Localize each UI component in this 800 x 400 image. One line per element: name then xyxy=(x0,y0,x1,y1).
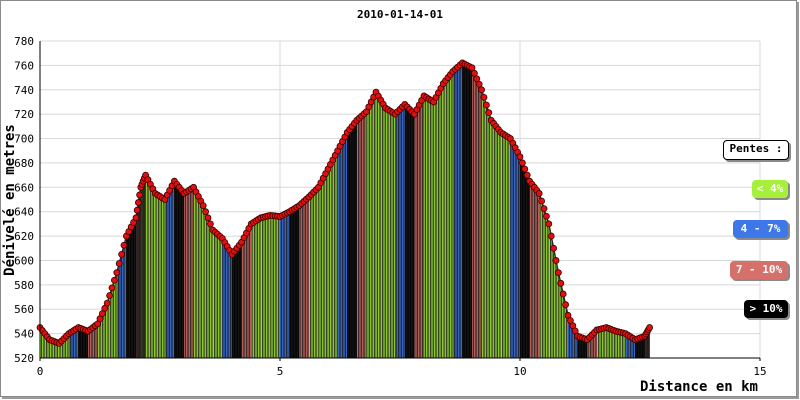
profile-point xyxy=(468,64,476,72)
y-tick-label: 560 xyxy=(14,303,34,316)
profile-point xyxy=(535,190,543,197)
profile-point xyxy=(480,93,488,101)
profile-point xyxy=(482,101,490,109)
profile-point xyxy=(521,165,529,173)
profile-bars xyxy=(39,62,650,359)
profile-point xyxy=(485,109,493,117)
profile-point xyxy=(108,284,116,292)
profile-point xyxy=(519,159,526,167)
profile-point xyxy=(557,279,565,287)
x-tick-label: 10 xyxy=(513,365,526,378)
y-tick-labels: 520 540 560 580 600 620 640 660 680 700 720 740 760 7… xyxy=(14,35,34,365)
profile-point xyxy=(206,220,214,228)
profile-point xyxy=(543,212,550,220)
profile-point xyxy=(547,232,555,240)
legend-item-over-10: > 10% xyxy=(744,300,788,318)
profile-point xyxy=(470,69,478,77)
profile-point xyxy=(120,241,128,249)
profile-point xyxy=(562,301,569,309)
axes xyxy=(39,41,760,359)
y-tick-label: 540 xyxy=(14,328,34,341)
profile-point xyxy=(552,257,560,264)
profile-point xyxy=(136,191,144,199)
legend-title: Pentes : xyxy=(723,140,789,160)
profile-markers xyxy=(36,59,653,347)
y-tick-label: 640 xyxy=(14,206,34,219)
profile-point xyxy=(111,276,118,284)
x-tick-label: 0 xyxy=(37,365,44,378)
profile-point xyxy=(204,214,212,222)
legend-item-under-4: < 4% xyxy=(752,180,788,198)
y-tick-label: 780 xyxy=(14,35,34,48)
profile-point xyxy=(559,290,567,298)
profile-point xyxy=(545,220,553,228)
profile-point xyxy=(523,171,531,179)
chart-title: 2010-01-14-01 xyxy=(357,8,443,21)
y-axis-label: Dénivelé en metres xyxy=(2,124,18,276)
profile-point xyxy=(202,208,210,216)
profile-point xyxy=(106,292,113,299)
profile-point xyxy=(118,250,125,258)
profile-point xyxy=(475,80,483,88)
y-tick-label: 740 xyxy=(14,84,34,97)
profile-point xyxy=(555,269,562,277)
x-tick-labels: 0 5 10 15 xyxy=(37,358,767,378)
y-tick-label: 760 xyxy=(14,59,34,72)
profile-point xyxy=(538,197,545,205)
y-tick-label: 600 xyxy=(14,254,34,267)
y-tick-label: 680 xyxy=(14,157,34,170)
profile-point xyxy=(199,202,207,209)
x-axis-label: Distance en km xyxy=(640,379,758,395)
y-tick-label: 720 xyxy=(14,108,34,121)
x-tick-label: 15 xyxy=(753,365,766,378)
profile-point xyxy=(516,153,524,161)
profile-point xyxy=(133,206,141,214)
legend-item-7-10: 7 - 10% xyxy=(730,261,788,279)
profile-point xyxy=(115,260,123,267)
profile-point xyxy=(134,199,142,206)
profile-point xyxy=(132,214,140,222)
y-tick-label: 700 xyxy=(14,133,34,146)
profile-point xyxy=(550,244,557,252)
y-tick-label: 520 xyxy=(14,352,34,365)
profile-point xyxy=(103,299,111,307)
profile-point xyxy=(473,75,481,83)
profile-point xyxy=(478,86,486,94)
y-tick-label: 660 xyxy=(14,181,34,194)
legend-item-4-7: 4 - 7% xyxy=(733,220,788,238)
profile-point xyxy=(540,205,548,213)
y-tick-label: 580 xyxy=(14,279,34,292)
profile-point xyxy=(113,269,121,277)
profile-point xyxy=(646,324,653,331)
x-tick-label: 5 xyxy=(277,365,284,378)
y-tick-label: 620 xyxy=(14,230,34,243)
